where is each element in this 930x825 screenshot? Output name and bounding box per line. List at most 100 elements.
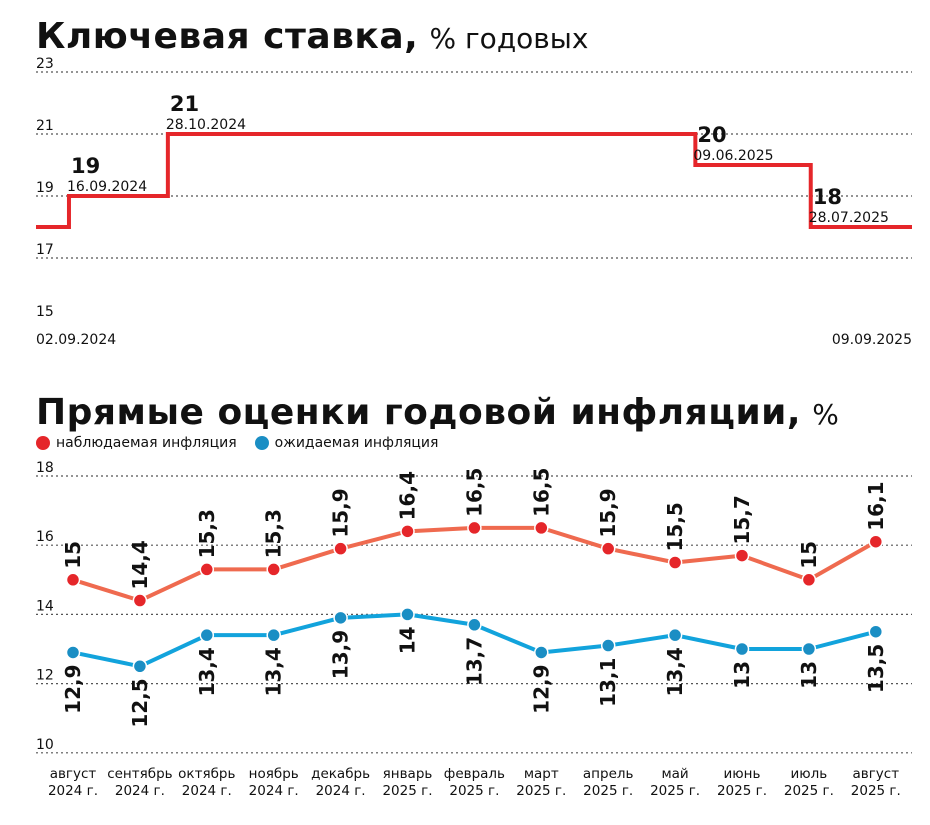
x-tick-year: 2024 г. xyxy=(182,783,232,799)
expected-point xyxy=(199,627,215,643)
expected-value-label: 13 xyxy=(797,661,821,689)
key-rate-title-unit: % годовых xyxy=(429,22,589,55)
x-tick-year: 2025 г. xyxy=(650,783,700,799)
observed-point xyxy=(132,593,148,608)
legend-dot-expected xyxy=(254,436,269,450)
expected-point xyxy=(868,624,884,639)
observed-value-label: 15,9 xyxy=(329,488,353,537)
y-tick-label: 12 xyxy=(36,668,54,684)
x-tick-month: сентябрь xyxy=(107,766,172,782)
observed-value-label: 15,9 xyxy=(596,488,620,537)
rate-value-label: 18 xyxy=(813,185,842,209)
observed-point xyxy=(199,562,215,577)
expected-point xyxy=(534,645,549,660)
observed-value-label: 16,5 xyxy=(529,468,553,517)
expected-value-label: 12,9 xyxy=(529,664,553,713)
y-tick-label: 15 xyxy=(36,304,54,320)
expected-value-label: 13,7 xyxy=(462,637,486,686)
x-tick-month: октябрь xyxy=(178,766,235,782)
expected-point xyxy=(65,645,81,660)
x-tick-year: 2025 г. xyxy=(851,783,901,799)
x-tick-month: март xyxy=(524,766,559,782)
x-tick-month: ноябрь xyxy=(249,766,299,782)
legend-item-expected: ожидаемая инфляция xyxy=(254,435,439,451)
observed-point xyxy=(534,520,549,536)
observed-value-label: 15 xyxy=(797,541,821,569)
legend-label-observed: наблюдаемая инфляция xyxy=(56,435,237,451)
rate-date-label: 16.09.2024 xyxy=(67,179,147,195)
expected-point xyxy=(467,617,482,633)
expected-value-label: 14 xyxy=(396,626,420,654)
legend-label-expected: ожидаемая инфляция xyxy=(274,435,439,451)
inflation-legend: наблюдаемая инфляция ожидаемая инфляция xyxy=(36,435,438,451)
rate-value-label: 20 xyxy=(697,123,726,147)
expected-value-label: 13,9 xyxy=(329,630,353,679)
observed-point xyxy=(734,548,750,563)
y-tick-label: 18 xyxy=(36,460,54,476)
expected-point xyxy=(132,659,148,674)
observed-point xyxy=(333,541,348,556)
key-rate-title-main: Ключевая ставка, xyxy=(36,16,419,57)
observed-value-label: 15,5 xyxy=(663,502,687,551)
rate-date-label: 09.06.2025 xyxy=(693,148,773,164)
x-tick-year: 2025 г. xyxy=(784,783,834,799)
rate-date-label: 28.07.2025 xyxy=(809,210,889,226)
expected-point xyxy=(600,638,616,653)
observed-point xyxy=(801,572,817,588)
x-tick-year: 2024 г. xyxy=(115,783,165,799)
x-tick-year: 2024 г. xyxy=(249,783,299,799)
observed-point xyxy=(65,572,81,588)
expected-value-label: 13,4 xyxy=(663,647,687,696)
key-rate-line xyxy=(36,132,912,229)
observed-value-label: 16,4 xyxy=(396,471,420,520)
x-tick-year: 2025 г. xyxy=(516,783,566,799)
observed-value-label: 15,3 xyxy=(262,509,286,558)
x-tick-month: август xyxy=(50,766,97,782)
inflation-title-unit: % xyxy=(812,398,839,431)
y-tick-label: 14 xyxy=(36,598,54,614)
observed-value-label: 15,3 xyxy=(195,509,219,558)
observed-point xyxy=(467,520,482,536)
observed-value-label: 15 xyxy=(61,541,85,569)
observed-point xyxy=(266,562,281,577)
y-tick-label: 23 xyxy=(36,56,54,72)
expected-point xyxy=(333,610,348,626)
observed-point xyxy=(868,534,884,549)
observed-value-label: 16,5 xyxy=(462,468,486,517)
expected-point xyxy=(266,627,281,643)
x-tick-month: февраль xyxy=(444,766,505,782)
expected-value-label: 13 xyxy=(730,661,754,689)
expected-value-label: 12,5 xyxy=(128,678,152,727)
x-tick-month: июль xyxy=(791,766,828,782)
expected-point xyxy=(734,641,750,657)
x-tick-year: 2025 г. xyxy=(717,783,767,799)
expected-value-label: 13,4 xyxy=(195,647,219,696)
x-tick-month: июнь xyxy=(724,766,761,782)
observed-point xyxy=(667,555,683,570)
x-tick-year: 2024 г. xyxy=(48,783,98,799)
x-tick-year: 2025 г. xyxy=(583,783,633,799)
observed-value-label: 15,7 xyxy=(730,495,754,544)
observed-point xyxy=(400,524,415,539)
rate-date-label: 28.10.2024 xyxy=(166,117,246,133)
x-start-date-label: 02.09.2024 xyxy=(36,332,116,348)
expected-value-label: 13,5 xyxy=(864,644,888,693)
x-tick-month: апрель xyxy=(583,766,634,782)
y-tick-label: 21 xyxy=(36,118,54,134)
x-tick-month: август xyxy=(852,766,899,782)
y-tick-label: 10 xyxy=(36,737,54,753)
y-tick-label: 17 xyxy=(36,242,54,258)
observed-value-label: 14,4 xyxy=(128,540,152,589)
x-end-date-label: 09.09.2025 xyxy=(832,332,912,348)
inflation-title: Прямые оценки годовой инфляции, % xyxy=(36,392,839,433)
observed-point xyxy=(600,541,616,556)
x-tick-month: май xyxy=(661,766,688,782)
x-tick-year: 2024 г. xyxy=(316,783,366,799)
expected-value-label: 13,1 xyxy=(596,658,620,707)
x-tick-month: декабрь xyxy=(311,766,370,782)
expected-point xyxy=(400,607,415,622)
legend-item-observed: наблюдаемая инфляция xyxy=(36,435,237,451)
y-tick-label: 16 xyxy=(36,529,54,545)
